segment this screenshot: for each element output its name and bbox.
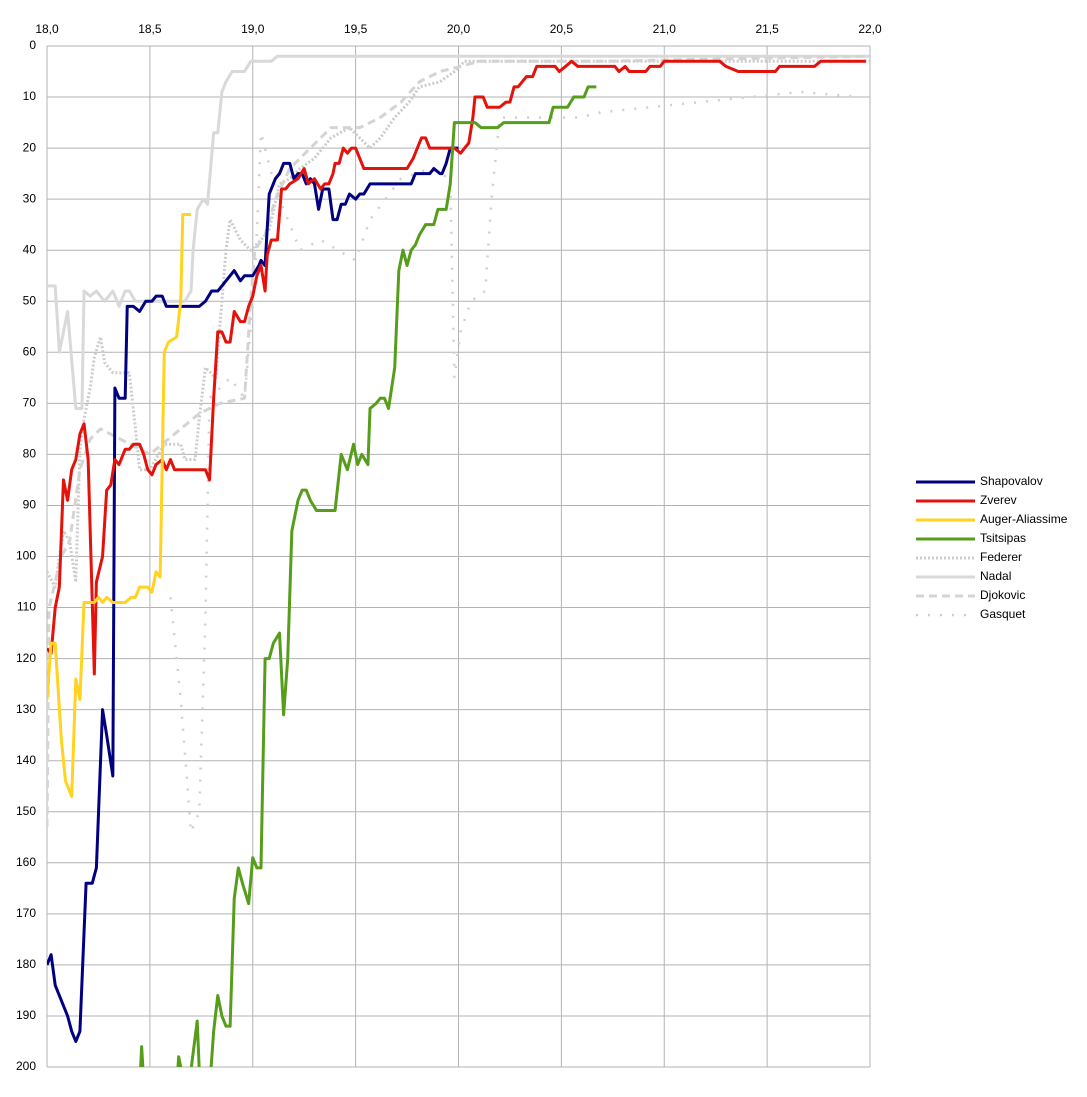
legend-label: Tsitsipas [980,531,1026,545]
legend-label: Shapovalov [980,474,1043,488]
y-tick-label: 90 [23,498,37,512]
y-tick-label: 190 [16,1008,36,1022]
series-line [169,90,860,834]
series-line [47,212,192,798]
legend-label: Gasquet [980,607,1026,621]
y-tick-label: 130 [16,702,36,716]
x-tick-label: 19,0 [241,22,265,36]
legend-label: Federer [980,550,1022,564]
y-tick-label: 80 [23,447,37,461]
y-tick-label: 20 [23,140,37,154]
y-tick-label: 170 [16,906,36,920]
y-tick-label: 10 [23,89,37,103]
x-tick-label: 20,0 [447,22,471,36]
series-line [47,54,870,410]
y-tick-label: 140 [16,753,36,767]
legend: Shapovalov Zverev Auger-Aliassime Tsitsipas… [916,474,1068,621]
legend-label: Zverev [980,493,1017,507]
y-tick-label: 120 [16,651,36,665]
legend-label: Auger-Aliassime [980,512,1068,526]
y-tick-label: 100 [16,549,36,563]
x-tick-label: 18,0 [35,22,59,36]
x-tick-label: 18,5 [138,22,162,36]
y-tick-label: 150 [16,804,36,818]
y-tick-label: 180 [16,957,36,971]
series-line [139,85,597,1067]
x-tick-label: 19,5 [344,22,368,36]
grid: 0 10 20 30 40 50 60 70 80 90 100 110 120 130 140 150 160… [16,22,882,1073]
y-tick-label: 40 [23,242,37,256]
x-tick-label: 21,5 [755,22,779,36]
legend-label: Nadal [980,569,1011,583]
series-area [47,54,870,1067]
series-line [47,146,459,1043]
y-tick-label: 30 [23,191,37,205]
y-tick-label: 200 [16,1059,36,1073]
legend-label: Djokovic [980,588,1025,602]
x-tick-label: 20,5 [550,22,574,36]
series-line [47,54,870,828]
series-line [47,59,866,676]
y-tick-label: 50 [23,293,37,307]
y-tick-label: 70 [23,396,37,410]
x-tick-label: 22,0 [858,22,882,36]
y-tick-label: 160 [16,855,36,869]
y-tick-label: 0 [29,38,36,52]
x-tick-label: 21,0 [653,22,677,36]
y-tick-label: 60 [23,344,37,358]
y-tick-label: 110 [17,600,36,614]
